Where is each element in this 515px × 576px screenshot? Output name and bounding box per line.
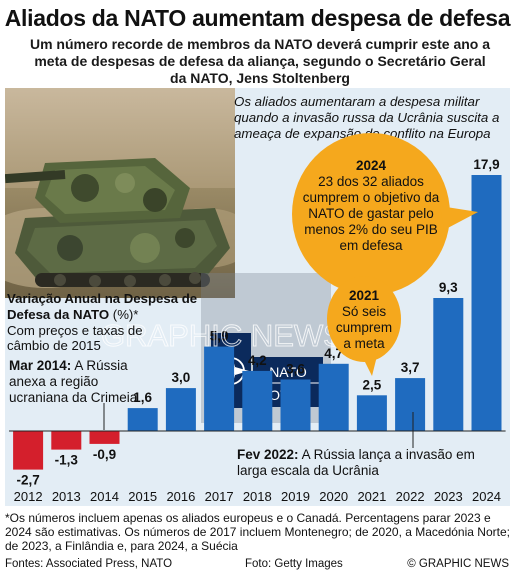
tank-photo [5, 88, 235, 298]
year-label-2017: 2017 [205, 489, 234, 504]
chart-title-text: Variação Anual na Despesa de Defesa da N… [7, 291, 198, 322]
value-label-2018: 4,2 [248, 353, 267, 368]
bubble-2021-year: 2021 [348, 288, 380, 303]
annotation-fev2022: Fev 2022: A Rússia lança a invasão em la… [237, 447, 502, 479]
bubble-2021-pointer [360, 352, 378, 376]
year-label-2021: 2021 [357, 489, 386, 504]
value-label-2023: 9,3 [439, 280, 458, 295]
year-label-2018: 2018 [243, 489, 272, 504]
annotation-fev2022-text: A Rússia lança a invasão em larga escala… [237, 447, 475, 478]
value-label-2014: -0,9 [93, 447, 116, 462]
bar-2020 [318, 363, 349, 431]
chart-subtitle: Com preços e taxas de câmbio de 2015 [7, 323, 143, 353]
chart-unit: (%)* [112, 307, 139, 322]
bar-2019 [280, 379, 311, 431]
year-label-2024: 2024 [472, 489, 501, 504]
year-label-2016: 2016 [166, 489, 195, 504]
bubble-2024 [292, 133, 450, 295]
watermark-text: GRAPHIC NEWS [101, 320, 344, 350]
bubble-2024-pointer [440, 206, 478, 230]
value-label-2013: -1,3 [55, 453, 79, 468]
page-subtitle: Um número recorde de membros da NATO dev… [29, 36, 491, 86]
bubble-2024-text-block: 2024 23 dos 32 aliados cumprem o objetiv… [302, 158, 440, 254]
value-label-2012: -2,7 [16, 473, 39, 488]
value-label-2021: 2,5 [363, 377, 382, 392]
year-label-2023: 2023 [434, 489, 463, 504]
watermark: GRAPHIC NEWS [101, 320, 344, 350]
bar-2016 [165, 388, 196, 431]
year-label-2020: 2020 [319, 489, 348, 504]
bar-2022 [395, 378, 426, 431]
value-label-2022: 3,7 [401, 360, 420, 375]
year-label-2013: 2013 [52, 489, 81, 504]
bar-2013 [51, 431, 82, 450]
bubble-2024-year: 2024 [355, 158, 387, 173]
copyright: © GRAPHIC NEWS [407, 558, 509, 570]
year-label-2012: 2012 [14, 489, 43, 504]
value-label-2015: 1,6 [133, 390, 152, 405]
annotation-mar2014-date: Mar 2014: [9, 358, 72, 373]
photo-credit: Foto: Getty Images [245, 558, 343, 570]
annotation-mar2014-text: A Rússia anexa a região ucraniana da Cri… [9, 358, 138, 405]
bar-2017 [204, 346, 235, 431]
value-label-2016: 3,0 [172, 370, 191, 385]
footnote: *Os números incluem apenas os aliados eu… [5, 511, 510, 553]
bubble-2024-text: 23 dos 32 aliados cumprem o objetivo da … [302, 174, 440, 253]
bar-2012 [13, 431, 44, 470]
annotation-mar2014: Mar 2014: A Rússia anexa a região ucrani… [9, 358, 149, 406]
value-label-2019: 3,6 [286, 362, 305, 377]
bar-2015 [127, 408, 158, 431]
year-label-2019: 2019 [281, 489, 310, 504]
bar-2021 [356, 395, 387, 432]
year-label-2014: 2014 [90, 489, 119, 504]
value-label-2024: 17,9 [473, 157, 499, 172]
year-label-2015: 2015 [128, 489, 157, 504]
bubble-2021-text: Só seis cumprem a meta [335, 304, 393, 351]
bubble-2021 [327, 276, 401, 362]
page-title: Aliados da NATO aumentam despesa de defe… [4, 5, 511, 31]
annotation-fev2022-date: Fev 2022: [237, 447, 299, 462]
chart-title: Variação Anual na Despesa de Defesa da N… [7, 291, 217, 323]
bar-2024 [471, 175, 502, 431]
bar-2018 [242, 370, 273, 431]
nato-sign-line1: NATO [269, 364, 307, 380]
bar-2023 [433, 298, 464, 431]
year-label-2022: 2022 [396, 489, 425, 504]
bar-2014 [89, 431, 120, 444]
value-label-2017: 5,9 [210, 329, 229, 344]
sources: Fontes: Associated Press, NATO [5, 558, 173, 570]
bubble-2021-text-block: 2021 Só seis cumprem a meta [333, 288, 395, 352]
